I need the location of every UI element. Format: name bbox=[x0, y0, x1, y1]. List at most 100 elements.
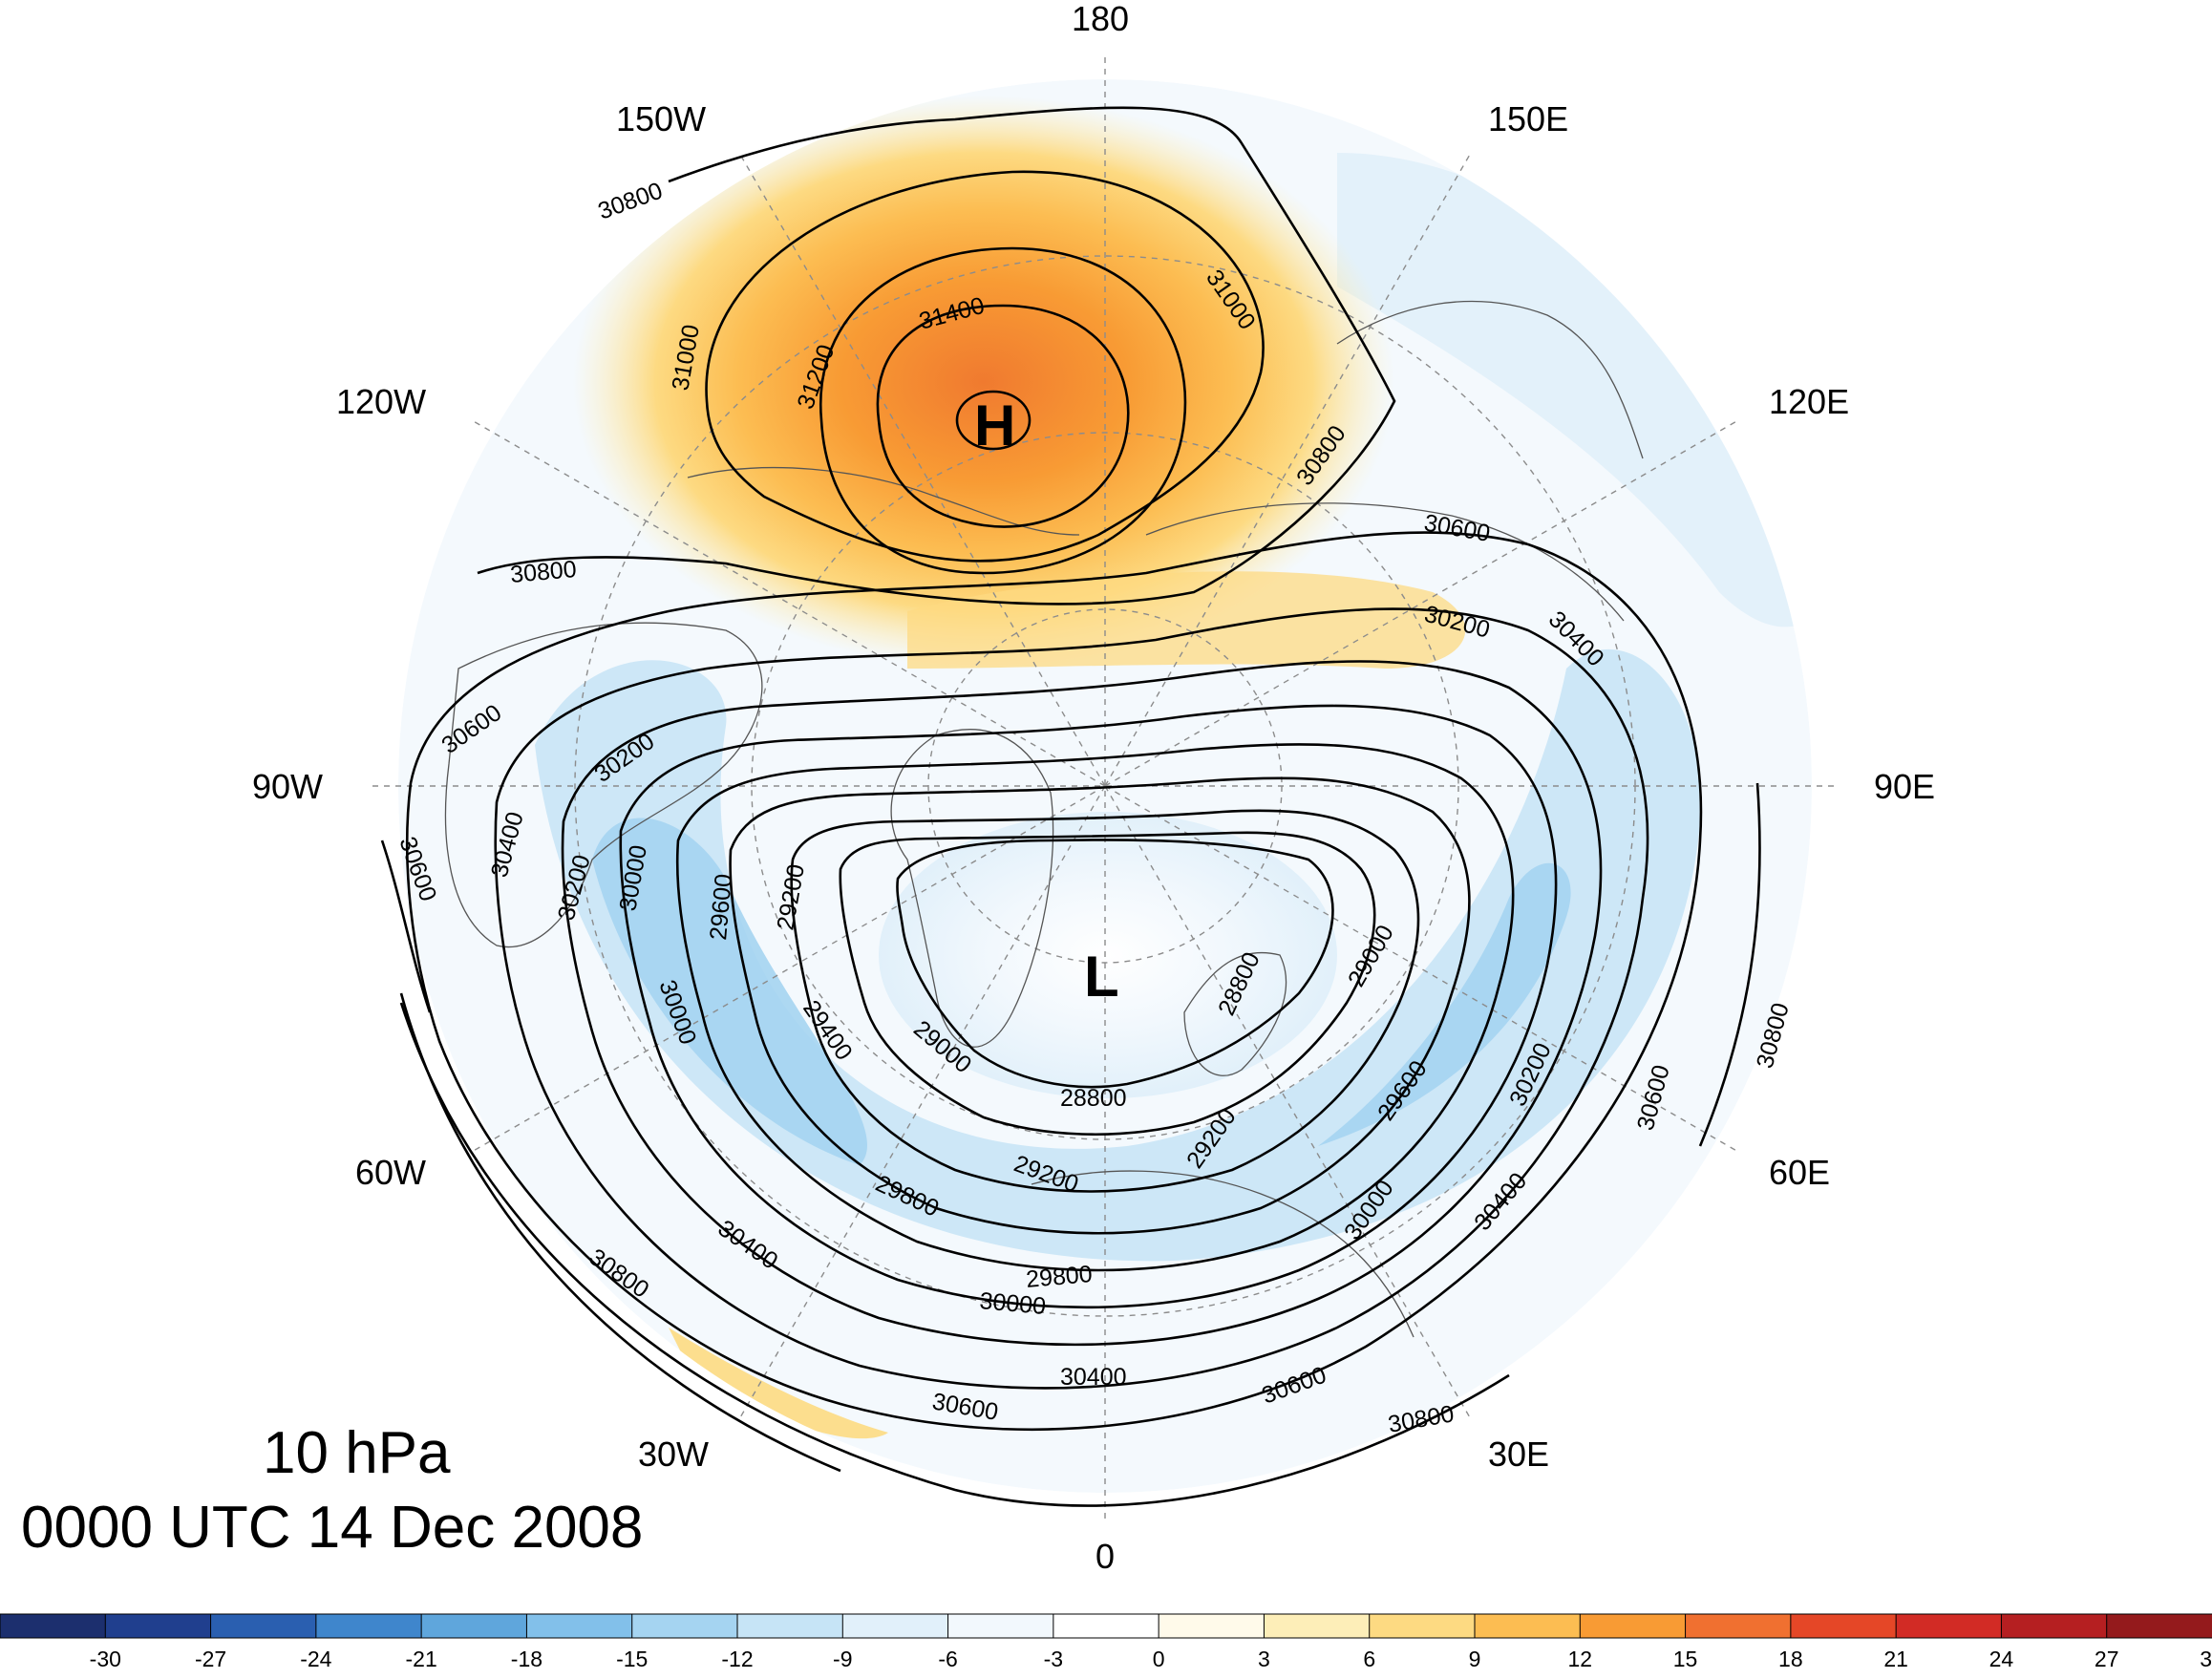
colorbar-swatch bbox=[1053, 1613, 1160, 1639]
contour-h-inner bbox=[955, 390, 1032, 451]
longitude-labels: 180 150E 120E 90E 60E 30E 0 30W 60W 90W … bbox=[252, 0, 1935, 1576]
colorbar-tick-label: 18 bbox=[1778, 1647, 1803, 1671]
colorbar: -30 -27 -24 -21 -18 -15 -12 -9 -6 -3 0 3 6 9 12 15 18 21 2… bbox=[0, 1613, 2212, 1671]
colorbar-swatch bbox=[736, 1613, 844, 1639]
lon-label-0: 0 bbox=[1095, 1537, 1115, 1576]
lon-label-90w: 90W bbox=[252, 767, 323, 806]
colorbar-tick-label: -18 bbox=[511, 1647, 542, 1671]
colorbar-swatch bbox=[1263, 1613, 1371, 1639]
contour-label: 28800 bbox=[1060, 1085, 1127, 1112]
contour-30600-west bbox=[380, 840, 432, 1013]
lon-label-120e: 120E bbox=[1769, 382, 1849, 421]
colorbar-swatch bbox=[210, 1613, 317, 1639]
pressure-level-label: 10 hPa bbox=[263, 1420, 451, 1486]
high-center-label: H bbox=[974, 393, 1015, 457]
contour-label: 29800 bbox=[1025, 1261, 1094, 1293]
lon-label-90e: 90E bbox=[1874, 767, 1935, 806]
lon-label-120w: 120W bbox=[336, 382, 426, 421]
contour-30400 bbox=[494, 607, 1649, 1390]
lon-label-180: 180 bbox=[1072, 0, 1129, 38]
colorbar-tick-label: 15 bbox=[1673, 1647, 1698, 1671]
contour-30800-east bbox=[1698, 782, 1761, 1147]
colorbar-swatch bbox=[631, 1613, 739, 1639]
contour-31400 bbox=[876, 304, 1130, 528]
contour-label: 30400 bbox=[1060, 1364, 1127, 1391]
contour-29600 bbox=[729, 776, 1471, 1235]
contour-31000 bbox=[705, 170, 1265, 563]
colorbar-tick-label: -30 bbox=[90, 1647, 121, 1671]
contour-30800-north bbox=[477, 106, 1396, 606]
colorbar-swatch bbox=[1895, 1613, 2003, 1639]
graticule bbox=[372, 57, 1839, 1519]
coastline-siberia bbox=[1145, 502, 1625, 622]
colorbar-swatch bbox=[104, 1613, 212, 1639]
contour-label: 29600 bbox=[705, 873, 737, 942]
colorbar-swatch bbox=[1790, 1613, 1898, 1639]
lon-label-30e: 30E bbox=[1488, 1435, 1549, 1474]
lon-label-150w: 150W bbox=[616, 99, 706, 138]
colorbar-tick-label: 30 bbox=[2200, 1647, 2212, 1671]
colorbar-tick-label: 27 bbox=[2095, 1647, 2119, 1671]
lon-label-30w: 30W bbox=[638, 1435, 709, 1474]
cold-anomaly-east-pacific bbox=[1337, 153, 1812, 627]
coastlines bbox=[444, 300, 1644, 1338]
colorbar-tick-label: 12 bbox=[1567, 1647, 1592, 1671]
contour-30200 bbox=[561, 660, 1603, 1347]
contour-29200 bbox=[790, 809, 1420, 1193]
colorbar-swatch bbox=[841, 1613, 949, 1639]
low-center-region bbox=[879, 812, 1337, 1098]
colorbar-swatch bbox=[2106, 1613, 2212, 1639]
coastline-europe bbox=[1031, 1170, 1414, 1338]
colorbar-tick-label: 0 bbox=[1153, 1647, 1165, 1671]
colorbar-swatch bbox=[1579, 1613, 1687, 1639]
colorbar-swatch bbox=[315, 1613, 423, 1639]
warm-anomaly-siberia bbox=[907, 571, 1466, 669]
lon-label-60w: 60W bbox=[355, 1153, 426, 1192]
lon-label-60e: 60E bbox=[1769, 1153, 1830, 1192]
contour-label: 30800 bbox=[594, 178, 666, 225]
warm-anomaly-pacific bbox=[573, 96, 1394, 669]
colorbar-tick-label: -12 bbox=[721, 1647, 753, 1671]
lon-label-150e: 150E bbox=[1488, 99, 1568, 138]
contour-28800 bbox=[896, 839, 1334, 1089]
colorbar-swatch bbox=[1474, 1613, 1582, 1639]
colorbar-tick-label: 3 bbox=[1258, 1647, 1270, 1671]
colorbar-tick-label: 24 bbox=[1989, 1647, 2014, 1671]
colorbar-tick-label: -27 bbox=[195, 1647, 226, 1671]
coastline-north-america bbox=[444, 622, 763, 948]
contour-30600 bbox=[405, 531, 1703, 1432]
colorbar-tick-label: -21 bbox=[406, 1647, 437, 1671]
contour-29000 bbox=[839, 831, 1376, 1137]
contour-30800-south bbox=[399, 1002, 1510, 1507]
cold-anomaly-core-west bbox=[592, 818, 867, 1165]
colorbar-swatch bbox=[2000, 1613, 2108, 1639]
contour-30000 bbox=[619, 704, 1558, 1309]
colorbar-tick-label: -9 bbox=[833, 1647, 852, 1671]
colorbar-swatch bbox=[1158, 1613, 1266, 1639]
contour-label: 30800 bbox=[509, 556, 578, 588]
colorbar-swatch bbox=[1369, 1613, 1476, 1639]
colorbar-swatch bbox=[525, 1613, 633, 1639]
cold-anomaly-core-east bbox=[1318, 862, 1571, 1146]
contour-31200 bbox=[819, 246, 1187, 575]
colorbar-tick-label: -3 bbox=[1044, 1647, 1063, 1671]
coastline-alaska bbox=[687, 466, 1080, 536]
height-contours bbox=[380, 106, 1761, 1507]
coastline-greenland bbox=[890, 729, 1054, 1048]
contour-30800-sw bbox=[399, 992, 841, 1473]
contour-label: 30000 bbox=[978, 1287, 1047, 1320]
colorbar-tick-label: 6 bbox=[1363, 1647, 1375, 1671]
valid-time-label: 0000 UTC 14 Dec 2008 bbox=[21, 1495, 643, 1561]
colorbar-tick-label: -24 bbox=[300, 1647, 331, 1671]
contour-29800 bbox=[675, 743, 1515, 1272]
colorbar-swatch bbox=[1685, 1613, 1792, 1639]
colorbar-tick-label: 9 bbox=[1469, 1647, 1481, 1671]
colorbar-tick-label: 21 bbox=[1883, 1647, 1908, 1671]
colorbar-swatch bbox=[0, 1613, 107, 1639]
colorbar-tick-label: -6 bbox=[938, 1647, 957, 1671]
coastline-asia-east bbox=[1336, 300, 1644, 459]
low-center-label: L bbox=[1084, 945, 1119, 1009]
colorbar-swatch bbox=[420, 1613, 528, 1639]
